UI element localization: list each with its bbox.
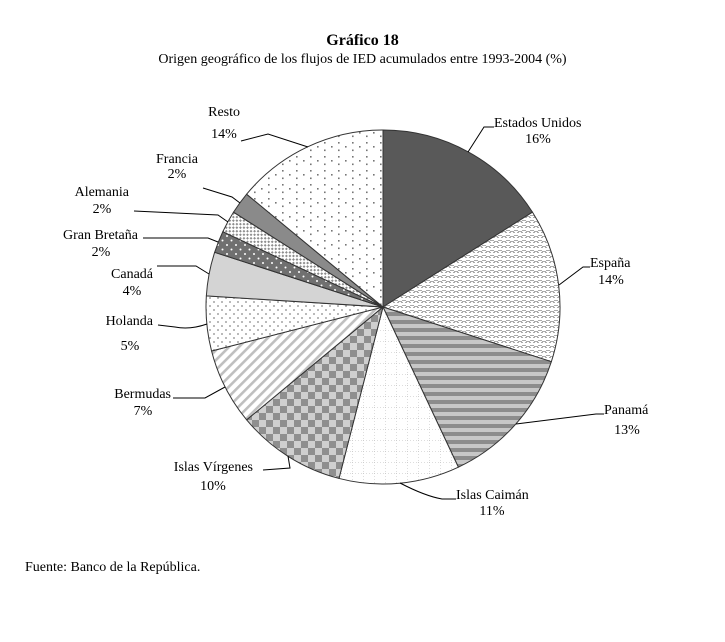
- svg-text:2%: 2%: [93, 202, 112, 217]
- svg-text:2%: 2%: [168, 167, 187, 182]
- svg-text:2%: 2%: [92, 245, 111, 260]
- svg-text:Estados Unidos: Estados Unidos: [494, 116, 582, 131]
- svg-text:Islas Caimán: Islas Caimán: [456, 488, 529, 503]
- svg-text:Bermudas: Bermudas: [114, 387, 171, 402]
- svg-text:Francia: Francia: [156, 152, 199, 167]
- svg-text:Panamá: Panamá: [604, 403, 649, 418]
- svg-text:10%: 10%: [200, 479, 226, 494]
- svg-text:Resto: Resto: [208, 105, 240, 120]
- svg-text:7%: 7%: [134, 404, 153, 419]
- svg-text:Holanda: Holanda: [106, 314, 154, 329]
- svg-text:16%: 16%: [525, 132, 551, 147]
- svg-text:España: España: [590, 256, 631, 271]
- svg-text:11%: 11%: [479, 504, 504, 519]
- svg-text:14%: 14%: [598, 273, 624, 288]
- svg-text:Alemania: Alemania: [75, 185, 130, 200]
- svg-text:4%: 4%: [123, 284, 142, 299]
- svg-text:13%: 13%: [614, 423, 640, 438]
- svg-text:Islas Vírgenes: Islas Vírgenes: [174, 460, 253, 475]
- svg-text:14%: 14%: [211, 127, 237, 142]
- svg-text:Gran Bretaña: Gran Bretaña: [63, 228, 139, 243]
- svg-text:Canadá: Canadá: [111, 267, 154, 282]
- svg-text:5%: 5%: [121, 339, 140, 354]
